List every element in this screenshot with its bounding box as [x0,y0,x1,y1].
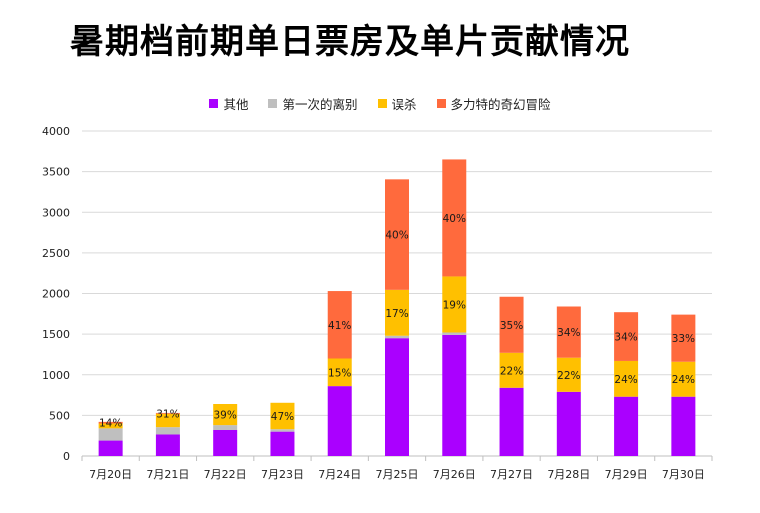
x-tick-label-2: 7月22日 [204,468,247,481]
data-label-10: 33% [672,333,695,345]
y-tick-label-4000: 4000 [42,125,70,138]
bar-2-4 [327,358,352,387]
bar-0-4 [327,386,352,456]
bar-0-9 [614,396,639,456]
x-tick-label-7: 7月27日 [490,468,533,481]
chart-legend: 其他 第一次的离别 误杀 多力特的奇幻冒险 [0,94,760,113]
bar-2-1 [155,413,180,428]
chart-title: 暑期档前期单日票房及单片贡献情况 [70,22,630,62]
legend-swatch-sheep-without-shepherd [377,99,387,108]
y-tick-label-1000: 1000 [42,369,70,382]
data-label-5: 40% [385,230,408,242]
legend-label-sheep-without-shepherd: 误杀 [391,97,417,112]
inner-label-10: 24% [672,374,695,386]
y-tick-label-3000: 3000 [42,206,70,219]
legend-item-sheep-without-shepherd: 误杀 [377,94,417,113]
bar-1-3 [270,429,295,432]
bar-1-1 [155,427,180,435]
bar-1-6 [442,332,467,335]
bar-3-4 [327,291,352,359]
inner-label-8: 22% [557,370,580,382]
bar-2-6 [442,276,467,333]
data-label-6: 40% [443,213,466,225]
bar-0-0 [98,440,123,456]
data-label-4: 41% [328,320,351,332]
x-tick-label-8: 7月28日 [547,468,590,481]
x-tick-label-1: 7月21日 [146,468,189,481]
bar-0-10 [671,396,696,456]
x-tick-label-6: 7月26日 [433,468,476,481]
bar-0-2 [213,430,238,456]
y-tick-label-0: 0 [63,450,70,463]
bar-2-5 [385,289,409,336]
data-label-2: 39% [214,410,237,422]
legend-swatch-first-farewell [268,99,278,108]
x-tick-label-0: 7月20日 [89,468,132,481]
bar-3-10 [671,314,696,362]
bar-3-5 [385,179,409,290]
legend-item-first-farewell: 第一次的离别 [268,94,358,113]
data-label-7: 35% [500,320,523,332]
data-label-0: 14% [99,418,122,430]
bar-0-7 [499,387,524,456]
data-label-9: 34% [614,332,637,344]
bar-3-7 [499,296,524,353]
bar-1-5 [385,335,409,339]
bar-0-1 [155,434,180,456]
y-tick-label-2000: 2000 [42,288,70,301]
bar-3-0 [98,421,123,424]
x-tick-label-3: 7月23日 [261,468,304,481]
x-tick-label-4: 7月24日 [318,468,361,481]
bar-3-9 [614,312,639,361]
y-tick-label-1500: 1500 [42,328,70,341]
bar-2-8 [556,357,581,392]
x-tick-label-10: 7月30日 [662,468,705,481]
legend-swatch-dolittle [436,99,446,108]
bar-2-3 [270,402,295,430]
bar-3-6 [442,159,467,277]
data-label-3: 47% [271,411,294,423]
inner-label-9: 24% [614,374,637,386]
bar-1-0 [98,428,123,441]
bar-0-5 [385,338,409,456]
legend-item-dolittle: 多力特的奇幻冒险 [436,94,551,113]
bar-2-2 [213,404,238,426]
bar-2-7 [499,352,524,388]
y-tick-label-500: 500 [49,409,70,422]
bar-2-9 [614,360,639,397]
bar-0-8 [556,391,581,456]
inner-label-4: 15% [328,367,351,379]
inner-label-7: 22% [500,365,523,377]
bar-1-2 [213,425,238,430]
bar-0-6 [442,334,467,456]
legend-label-other: 其他 [223,97,249,112]
x-tick-label-5: 7月25日 [376,468,419,481]
legend-item-other: 其他 [209,94,248,113]
bar-0-3 [270,431,295,456]
bar-2-0 [98,423,123,429]
inner-label-5: 17% [385,308,408,320]
data-label-1: 31% [156,408,179,420]
legend-label-dolittle: 多力特的奇幻冒险 [450,97,551,112]
bar-3-8 [556,306,581,358]
y-tick-label-2500: 2500 [42,247,70,260]
bar-3-1 [155,412,180,414]
legend-swatch-other [209,99,219,108]
y-tick-label-3500: 3500 [42,166,70,179]
inner-label-6: 19% [443,299,466,311]
data-label-8: 34% [557,327,580,339]
bar-2-10 [671,361,696,397]
x-tick-label-9: 7月29日 [605,468,648,481]
legend-label-first-farewell: 第一次的离别 [282,97,358,112]
